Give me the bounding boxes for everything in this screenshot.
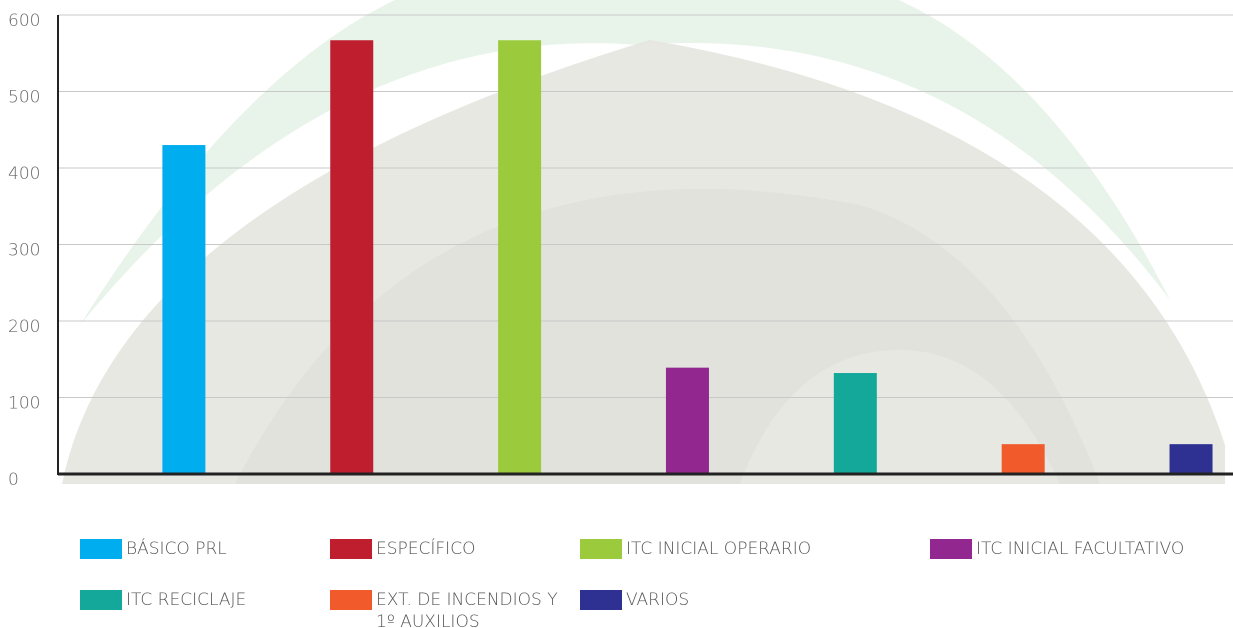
bar [498,40,542,475]
legend-label: EXT. DE INCENDIOS Y 1º AUXILIOS [376,590,558,628]
legend-label: ITC RECICLAJE [126,590,247,610]
legend-item: ITC RECICLAJE [80,590,380,611]
legend-swatch [330,590,372,610]
legend-swatch [80,590,122,610]
y-tick-label: 400 [8,164,40,184]
legend-label: ESPECÍFICO [376,539,476,559]
y-tick-label: 200 [8,317,40,337]
legend-swatch [930,539,972,559]
background-arcs [62,0,1225,484]
legend-item: ESPECÍFICO [330,539,630,560]
y-tick-label: 300 [8,241,40,261]
legend-item: BÁSICO PRL [80,539,380,560]
legend-item: ITC INICIAL OPERARIO [580,539,880,560]
legend-item: EXT. DE INCENDIOS Y 1º AUXILIOS [330,590,570,628]
bar [1169,444,1213,474]
legend-label: ITC INICIAL OPERARIO [626,539,812,559]
legend-swatch [580,590,622,610]
bar [665,367,709,474]
bar [330,40,374,475]
legend-label: ITC INICIAL FACULTATIVO [976,539,1185,559]
legend-swatch [330,539,372,559]
y-tick-label: 600 [8,11,40,31]
y-tick-label: 500 [8,88,40,108]
legend-item: VARIOS [580,590,880,611]
y-tick-label: 100 [8,394,40,414]
legend-label: VARIOS [626,590,690,610]
bar [1001,444,1045,474]
bar [162,145,206,475]
bar [833,373,877,474]
y-tick-label: 0 [8,470,19,490]
legend-swatch [80,539,122,559]
legend-label: BÁSICO PRL [126,539,227,559]
legend-item: ITC INICIAL FACULTATIVO [930,539,1230,560]
legend-swatch [580,539,622,559]
